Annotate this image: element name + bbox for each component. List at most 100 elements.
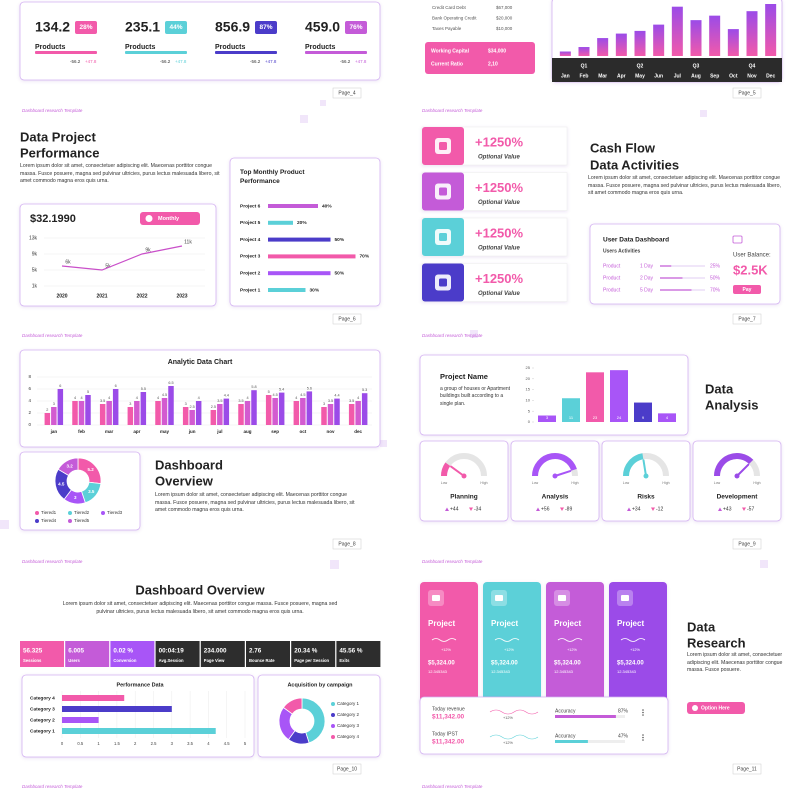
bar bbox=[348, 404, 355, 425]
bar bbox=[610, 370, 628, 422]
month-label: Mar bbox=[598, 73, 607, 79]
slide-title: Research bbox=[687, 635, 746, 650]
delta-up: +47.8 bbox=[355, 59, 367, 64]
axis-strip bbox=[552, 58, 782, 82]
row-period: 1 Day bbox=[640, 263, 654, 269]
icon-glyph bbox=[621, 595, 629, 601]
slide-title: Dashboard Overview bbox=[135, 582, 265, 597]
bar bbox=[746, 11, 758, 57]
menu-dot bbox=[642, 736, 644, 739]
badge bbox=[75, 21, 97, 34]
button[interactable] bbox=[140, 212, 200, 225]
data-label: 5 bbox=[87, 390, 89, 394]
month-label: Nov bbox=[747, 73, 757, 79]
tile-label: Optional Value bbox=[478, 246, 520, 252]
tile-sub: 12.345343 bbox=[428, 669, 448, 674]
gauge-low: Low bbox=[714, 481, 721, 485]
paragraph: Lorem ipsum dolor sit amet, consectetuer… bbox=[20, 163, 220, 185]
slide-title: Performance bbox=[20, 145, 99, 160]
kpi-value: 45.56 % bbox=[339, 648, 363, 655]
row-value: 50% bbox=[710, 275, 721, 281]
tile-label: Optional Value bbox=[478, 200, 520, 206]
paragraph-box: Lorem ipsum dolor sit amet, consectetuer… bbox=[687, 652, 782, 673]
x-tick-label: 2.5 bbox=[151, 741, 157, 746]
x-tick-label: nov bbox=[326, 429, 334, 434]
page-number: Page_10 bbox=[337, 766, 357, 772]
kpi-label: Exits bbox=[339, 658, 350, 663]
data-label: 4 bbox=[108, 396, 110, 400]
data-label: 5.6 bbox=[307, 386, 312, 390]
track bbox=[660, 265, 705, 267]
button-label: Monthly bbox=[158, 216, 180, 222]
paragraph-box: a group of houses or Apartment buildings… bbox=[440, 386, 510, 407]
tile-sub: 12.345343 bbox=[554, 669, 574, 674]
page-number: Page_11 bbox=[737, 766, 757, 772]
row-label: Product bbox=[603, 287, 621, 293]
data-label: 3.5 bbox=[238, 399, 243, 403]
item-value: $20,000 bbox=[496, 16, 513, 21]
legend-label: Tiered3 bbox=[107, 510, 123, 515]
footer: Dashboard research Template bbox=[422, 559, 483, 564]
icon-glyph bbox=[439, 233, 447, 241]
tile-change: +12% bbox=[630, 648, 640, 652]
bar bbox=[538, 415, 556, 422]
delta-down: -57 bbox=[747, 506, 754, 512]
bar bbox=[62, 728, 216, 734]
bar bbox=[690, 20, 702, 56]
legend-label: Tiered1 bbox=[41, 510, 57, 515]
button[interactable] bbox=[687, 702, 745, 714]
x-tick-label: sep bbox=[271, 429, 279, 434]
bar bbox=[562, 398, 580, 422]
button[interactable] bbox=[733, 285, 761, 294]
gauge-value bbox=[532, 453, 577, 477]
data-label: 4.5 bbox=[162, 393, 167, 397]
bar bbox=[195, 401, 202, 425]
row-value: 70% bbox=[710, 287, 721, 293]
data-label: 3.5 bbox=[100, 399, 105, 403]
bar bbox=[78, 401, 85, 425]
chart-title: Analytic Data Chart bbox=[168, 359, 233, 366]
x-tick-label: feb bbox=[78, 429, 85, 434]
bar bbox=[268, 237, 331, 242]
icon-glyph bbox=[558, 595, 566, 601]
data-label: 24 bbox=[617, 415, 622, 420]
legend-label: Category 3 bbox=[337, 723, 360, 728]
data-label: 3 bbox=[185, 402, 187, 406]
stat-label: Products bbox=[125, 44, 155, 51]
legend-label: Tiered2 bbox=[74, 510, 90, 515]
bar bbox=[168, 386, 174, 425]
paragraph-box: Lorem ipsum dolor sit amet, consectetuer… bbox=[20, 163, 220, 185]
legend-swatch bbox=[35, 511, 39, 515]
month-label: Oct bbox=[729, 73, 738, 79]
bar bbox=[44, 413, 51, 425]
data-label: 4 bbox=[157, 396, 159, 400]
gauge-low: Low bbox=[623, 481, 630, 485]
gauge-hub bbox=[734, 473, 740, 479]
metric-label: Accuracy bbox=[555, 708, 576, 714]
gauge-high: High bbox=[480, 481, 487, 485]
y-tick-label: 5 bbox=[528, 408, 531, 413]
chart-title: Acquisition by campaign bbox=[287, 682, 353, 688]
delta-up: +43 bbox=[723, 506, 732, 512]
gauge-value bbox=[714, 453, 754, 477]
icon-glyph bbox=[432, 595, 440, 601]
delta-down: -56.2 bbox=[340, 59, 351, 64]
x-tick-label: 4 bbox=[207, 741, 210, 746]
data-label: 5.4 bbox=[279, 388, 284, 392]
card bbox=[19, 1, 381, 81]
card-subtitle: Users Activities bbox=[603, 248, 641, 254]
slide-title: Data Activities bbox=[590, 157, 679, 172]
metric-value: 47% bbox=[618, 733, 629, 739]
y-tick-label: 13k bbox=[29, 235, 38, 241]
stat-label: Products bbox=[35, 44, 65, 51]
footer: Dashboard research Template bbox=[422, 108, 483, 113]
item-value: $67,000 bbox=[496, 5, 513, 10]
data-label: 9 bbox=[642, 415, 645, 420]
highlight-value: 2,10 bbox=[488, 61, 498, 67]
card bbox=[601, 440, 691, 522]
gauge-value bbox=[623, 453, 644, 477]
bar bbox=[559, 51, 571, 56]
y-tick-label: 5k bbox=[32, 267, 38, 273]
tile-title: Project bbox=[617, 619, 644, 628]
paragraph-box: Lorem ipsum dolor sit amet, consectetuer… bbox=[63, 601, 338, 615]
